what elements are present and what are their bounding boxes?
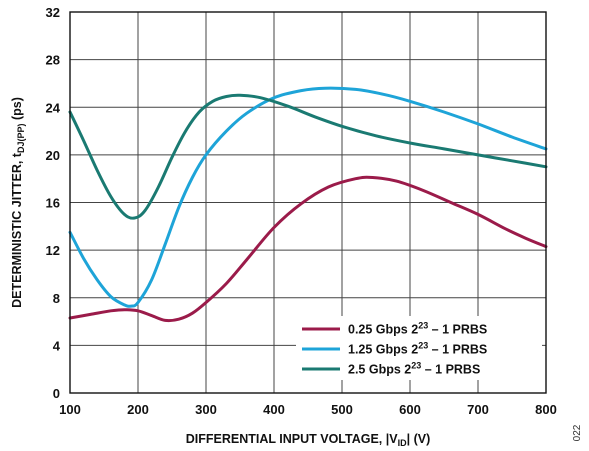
series-0-25-gbps-line xyxy=(68,175,548,323)
series-2-5-gbps-legend-label: 2.5 Gbps 223 – 1 PRBS xyxy=(348,361,480,377)
y-tick-label: 20 xyxy=(46,148,60,163)
x-tick-label: 400 xyxy=(263,402,285,417)
series-1-25-gbps-legend-label: 1.25 Gbps 223 – 1 PRBS xyxy=(348,341,487,357)
y-tick-labels: 0 4 8 12 16 20 24 28 32 xyxy=(46,5,61,401)
x-tick-label: 300 xyxy=(195,402,217,417)
y-tick-label: 24 xyxy=(46,100,61,115)
x-tick-label: 200 xyxy=(127,402,149,417)
y-tick-label: 28 xyxy=(46,53,60,68)
plot-frame xyxy=(69,11,547,394)
series-1-25-gbps-line xyxy=(68,86,548,308)
x-tick-label: 700 xyxy=(467,402,489,417)
legend: 0.25 Gbps 223 – 1 PRBS 1.25 Gbps 223 – 1 … xyxy=(296,316,542,380)
x-axis-label: DIFFERENTIAL INPUT VOLTAGE, |VID| (V) xyxy=(186,432,430,448)
series-2-5-gbps-line xyxy=(68,93,548,220)
series-lines xyxy=(68,86,548,323)
x-tick-label: 500 xyxy=(331,402,353,417)
x-tick-label: 100 xyxy=(59,402,81,417)
series-0-25-gbps-legend-label: 0.25 Gbps 223 – 1 PRBS xyxy=(348,321,487,337)
y-tick-label: 16 xyxy=(46,196,60,211)
x-tick-label: 600 xyxy=(399,402,421,417)
y-axis-label: DETERMINISTIC JITTER, tDJ(PP) (ps) xyxy=(10,97,26,308)
x-tick-labels: 100 200 300 400 500 600 700 800 xyxy=(59,402,557,417)
y-tick-label: 8 xyxy=(53,291,60,306)
y-tick-label: 0 xyxy=(53,386,60,401)
figure-id: 022 xyxy=(572,424,583,441)
y-tick-label: 32 xyxy=(46,5,60,20)
x-tick-label: 800 xyxy=(535,402,557,417)
y-tick-label: 4 xyxy=(53,338,61,353)
y-tick-label: 12 xyxy=(46,243,60,258)
